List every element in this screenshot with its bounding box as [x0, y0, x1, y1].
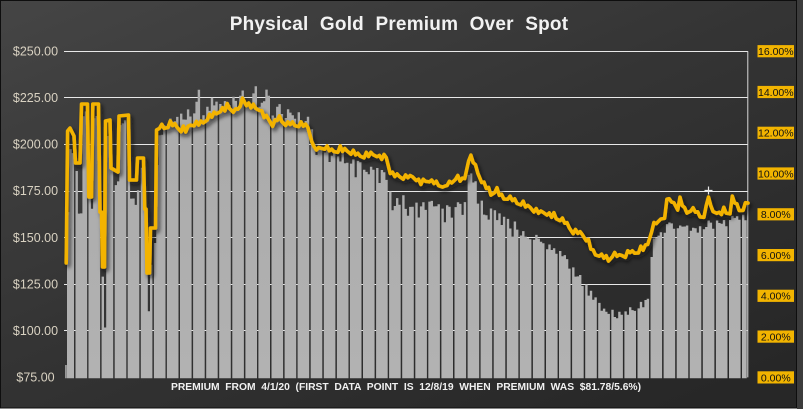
svg-text:12.00%: 12.00%	[758, 128, 794, 140]
svg-text:$200.00: $200.00	[13, 138, 58, 152]
svg-text:$175.00: $175.00	[13, 184, 58, 198]
svg-text:10.00%: 10.00%	[758, 168, 794, 180]
svg-text:6.00%: 6.00%	[761, 250, 791, 262]
svg-text:Physical Gold Premium Over Spo: Physical Gold Premium Over Spot	[230, 14, 569, 35]
svg-text:$225.00: $225.00	[13, 91, 58, 105]
svg-text:16.00%: 16.00%	[758, 46, 794, 58]
svg-text:$100.00: $100.00	[13, 324, 58, 338]
svg-text:$250.00: $250.00	[13, 44, 58, 58]
svg-text:14.00%: 14.00%	[758, 87, 794, 99]
svg-text:4.00%: 4.00%	[761, 291, 791, 303]
svg-text:$150.00: $150.00	[13, 231, 58, 245]
svg-text:0.00%: 0.00%	[761, 372, 791, 384]
svg-text:2.00%: 2.00%	[761, 332, 791, 344]
svg-text:8.00%: 8.00%	[761, 209, 791, 221]
svg-text:PREMIUM FROM 4/1/20 (FIRST DAT: PREMIUM FROM 4/1/20 (FIRST DATA POINT IS…	[171, 382, 641, 393]
svg-text:$75.00: $75.00	[16, 371, 54, 385]
svg-text:$125.00: $125.00	[13, 277, 58, 291]
